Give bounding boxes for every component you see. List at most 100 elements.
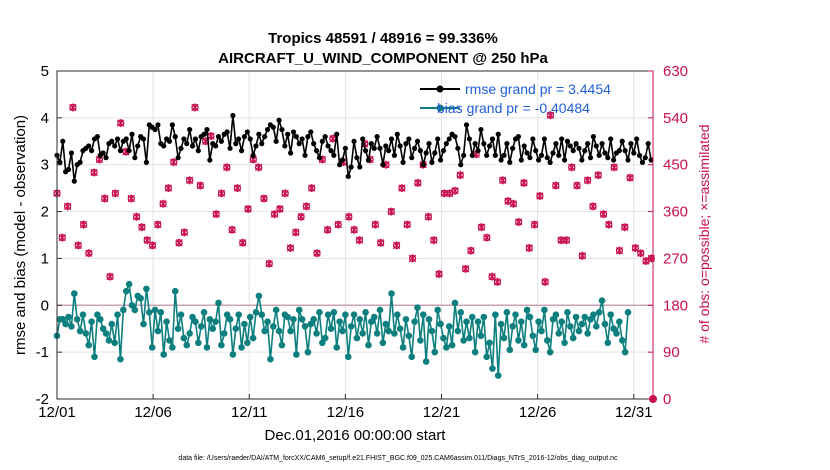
rmse-point (161, 143, 167, 149)
bias-point (143, 285, 150, 293)
obs-assimilated-x (63, 202, 72, 211)
bias-point (414, 304, 421, 311)
obs-assimilated-x (525, 244, 533, 253)
bias-point (122, 287, 130, 295)
rmse-point (481, 141, 487, 147)
obs-assimilated-x (85, 249, 93, 258)
obs-count-marker (424, 212, 433, 221)
rmse-point (311, 141, 317, 147)
rmse-point (204, 126, 210, 133)
bias-point (362, 309, 369, 316)
rmse-point (406, 136, 412, 142)
obs-assimilated-x (514, 217, 523, 226)
bias-point (117, 355, 124, 363)
right-y-tick-label: 90 (663, 344, 680, 361)
obs-count-marker (185, 176, 194, 185)
bias-point (474, 318, 482, 325)
bias-point (339, 327, 346, 335)
rmse-point (86, 143, 92, 149)
bias-point (169, 344, 176, 351)
bias-point (68, 323, 75, 330)
bias-point (232, 325, 240, 333)
bias-point (342, 311, 349, 318)
rmse-point (94, 134, 100, 140)
right-y-axis-ticks: 0 90 180 270 360 450 540 630 (648, 63, 688, 408)
bias-point (293, 351, 300, 358)
bias-point (220, 330, 228, 337)
rmse-point (495, 131, 501, 137)
rmse-point (394, 131, 400, 137)
rmse-point (140, 136, 147, 142)
rmse-point (351, 138, 357, 144)
bias-point (613, 330, 620, 337)
obs-count-marker (615, 246, 624, 255)
rmse-point (556, 152, 562, 158)
bias-point (145, 309, 153, 316)
obs-assimilated-x (435, 270, 443, 279)
obs-count-marker (69, 103, 77, 112)
bias-point (154, 327, 162, 335)
rmse-point (230, 112, 236, 119)
rmse-point (400, 159, 406, 165)
rmse-point (443, 141, 449, 147)
rmse-point (325, 143, 331, 149)
obs-count-marker (223, 163, 231, 172)
bias-point (347, 323, 355, 330)
obs-count-marker (228, 225, 236, 234)
obs-assimilated-x (568, 163, 576, 172)
rmse-point (77, 159, 83, 165)
obs-count-marker (435, 270, 443, 279)
rmse-point (590, 134, 597, 140)
rmse-point (463, 122, 470, 128)
bias-point (567, 323, 574, 330)
rmse-point (172, 134, 178, 140)
rmse-point (328, 148, 334, 154)
rmse-point (109, 138, 115, 144)
obs-assimilated-x (493, 277, 502, 286)
bias-point (235, 311, 242, 318)
bias-point (353, 334, 361, 342)
rmse-point (337, 162, 343, 168)
bias-point (180, 334, 188, 342)
obs-assimilated-x (509, 199, 518, 208)
obs-count-marker (297, 212, 305, 221)
rmse-point (440, 148, 447, 154)
bias-point (96, 316, 104, 323)
rmse-point (414, 138, 421, 144)
x-tick-label: 12/06 (134, 404, 172, 421)
rmse-point (213, 143, 219, 149)
obs-assimilated-x (308, 184, 316, 193)
y-tick-label: 5 (41, 63, 49, 80)
rmse-point (391, 152, 398, 158)
x-axis-label: Dec.01,2016 00:00:00 start (265, 427, 447, 444)
rmse-point (484, 152, 490, 158)
bias-point (503, 309, 511, 316)
rmse-point (360, 136, 366, 142)
obs-assimilated-x (170, 158, 178, 167)
bias-point (468, 313, 476, 321)
rmse-point (253, 143, 259, 149)
rmse-point (573, 141, 579, 147)
bias-point (561, 339, 568, 347)
obs-assimilated-x (403, 220, 411, 229)
rmse-point (593, 143, 599, 149)
bias-point (520, 341, 528, 349)
bias-point (440, 334, 447, 342)
obs-assimilated-x (90, 168, 98, 177)
bias-point (148, 344, 156, 351)
bias-point (105, 337, 113, 344)
bias-point (163, 318, 170, 325)
obs-assimilated-x (610, 163, 618, 172)
bias-point (267, 355, 274, 363)
rmse-point (455, 145, 461, 151)
y-tick-label: 2 (41, 204, 49, 221)
bias-point (336, 318, 343, 325)
legend: rmse grand pr = 3.4454 bias grand pr = -… (420, 81, 611, 116)
bias-point (73, 316, 81, 323)
legend-bias-marker (436, 104, 444, 112)
rmse-point (466, 136, 472, 142)
bias-point (601, 320, 609, 328)
rmse-point (123, 136, 129, 142)
rmse-point (305, 134, 311, 140)
rmse-point (564, 138, 571, 144)
